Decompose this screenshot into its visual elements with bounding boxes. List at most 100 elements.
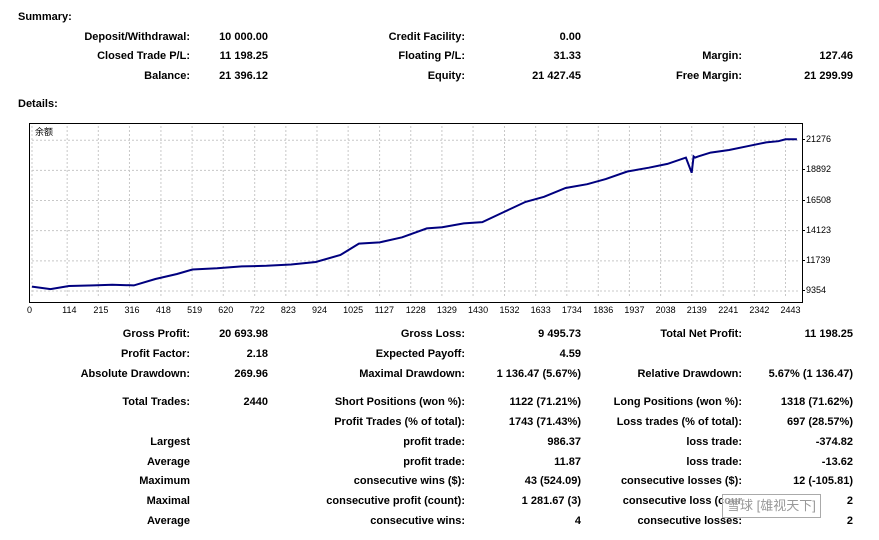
stat-value: 43 (524.09) [524, 475, 581, 487]
y-tick-mark [802, 259, 805, 261]
stat-label: Largest [150, 436, 190, 448]
x-tick-label: 1734 [561, 305, 582, 315]
summary-value: 127.46 [819, 50, 853, 62]
x-tick-label: 1025 [343, 305, 364, 315]
stat-value: 4.59 [559, 348, 581, 360]
watermark: 雪球 [雄视天下] [722, 494, 872, 518]
chart-title: 余额 [35, 126, 53, 137]
y-tick-label: 16508 [806, 194, 832, 205]
stat-value: 1743 (71.43%) [508, 416, 581, 428]
stat-label: Total Net Profit: [660, 328, 742, 340]
x-tick-label: 823 [280, 305, 296, 315]
balance-line [31, 138, 797, 291]
x-tick-label: 1937 [624, 305, 645, 315]
stat-label: Expected Payoff: [375, 348, 465, 360]
stat-label: consecutive wins ($): [353, 475, 465, 487]
summary-label: Closed Trade P/L: [97, 50, 190, 62]
stat-label: profit trade: [403, 456, 465, 468]
stat-label: consecutive profit (count): [326, 495, 465, 507]
x-tick-label: 2443 [780, 305, 801, 315]
stat-label: consecutive wins: [370, 515, 465, 527]
stat-value: 1 281.67 (3) [521, 495, 581, 507]
summary-value: 21 299.99 [804, 70, 853, 82]
stat-label: Profit Factor: [120, 348, 190, 360]
summary-value: 21 396.12 [219, 70, 268, 82]
x-tick-label: 0 [27, 305, 33, 315]
stat-label: Long Positions (won %): [613, 396, 742, 408]
x-tick-label: 215 [93, 305, 109, 315]
summary-value: 0.00 [559, 31, 581, 43]
stat-value: 9 495.73 [538, 328, 581, 340]
y-tick-mark [802, 229, 805, 231]
stat-value: 5.67% (1 136.47) [768, 368, 853, 380]
stat-label: Loss trades (% of total): [616, 416, 742, 428]
details-heading: Details: [18, 98, 58, 110]
summary-value: 21 427.45 [532, 70, 581, 82]
x-tick-label: 620 [218, 305, 234, 315]
y-tick-label: 11739 [806, 254, 831, 265]
balance-chart-svg: 余额 [31, 126, 800, 298]
x-tick-label: 316 [124, 305, 140, 315]
summary-label: Balance: [144, 70, 190, 82]
stat-value: 4 [574, 515, 581, 527]
summary-value: 31.33 [553, 50, 581, 62]
summary-heading: Summary: [18, 11, 72, 23]
y-tick-label: 9354 [806, 284, 827, 295]
summary-value: 10 000.00 [219, 31, 268, 43]
y-tick-mark [802, 139, 805, 141]
y-tick-mark [802, 289, 805, 291]
summary-label: Floating P/L: [398, 50, 465, 62]
stat-value: 11.87 [554, 456, 581, 468]
y-tick-label: 18892 [806, 164, 832, 175]
stat-value: 697 (28.57%) [786, 416, 853, 428]
x-tick-label: 722 [249, 305, 265, 315]
stat-value: 1122 (71.21%) [509, 396, 581, 408]
x-tick-label: 519 [187, 305, 203, 315]
stat-value: 2 [846, 515, 853, 527]
x-tick-label: 1836 [593, 305, 614, 315]
x-tick-label: 1127 [374, 305, 394, 315]
x-tick-label: 1329 [436, 305, 457, 315]
stat-value: 12 (-105.81) [793, 475, 853, 487]
x-tick-label: 2038 [655, 305, 676, 315]
stat-label: loss trade: [686, 436, 742, 448]
summary-label: Free Margin: [675, 70, 742, 82]
stat-label: Maximal Drawdown: [359, 368, 465, 380]
x-tick-label: 418 [155, 305, 171, 315]
stat-label: Gross Profit: [122, 328, 190, 340]
stat-label: Total Trades: [122, 396, 190, 408]
stat-label: Average [146, 456, 190, 468]
stat-label: Short Positions (won %): [334, 396, 465, 408]
y-tick-mark [802, 169, 805, 171]
x-tick-label: 1532 [499, 305, 520, 315]
x-tick-label: 924 [311, 305, 328, 315]
stat-value: -374.82 [815, 436, 853, 448]
stat-label: Average [146, 515, 190, 527]
stat-label: consecutive losses: [637, 515, 742, 527]
stat-label: consecutive losses ($): [620, 475, 742, 487]
y-tick-mark [802, 199, 805, 201]
summary-label: Equity: [427, 70, 465, 82]
stat-label: Gross Loss: [400, 328, 465, 340]
x-tick-label: 2139 [686, 305, 707, 315]
stat-label: Absolute Drawdown: [80, 368, 190, 380]
stat-label: profit trade: [403, 436, 465, 448]
stat-label: Profit Trades (% of total): [334, 416, 465, 428]
stat-label: consecutive loss (cour [622, 495, 742, 507]
stat-value: 11 198.25 [804, 328, 853, 340]
watermark-text: 雪球 [雄视天下] [722, 494, 821, 518]
x-tick-label: 1430 [468, 305, 489, 315]
x-tick-label: 2241 [718, 305, 739, 315]
stat-value: 1318 (71.62%) [780, 396, 853, 408]
x-tick-label: 114 [62, 305, 77, 315]
x-tick-label: 1228 [405, 305, 426, 315]
stat-label: Relative Drawdown: [637, 368, 742, 380]
stat-value: 20 693.98 [219, 328, 268, 340]
stat-value: 2.18 [246, 348, 268, 360]
summary-value: 11 198.25 [219, 50, 268, 62]
stat-value: -13.62 [821, 456, 853, 468]
stat-value: 2440 [243, 396, 268, 408]
balance-chart: 余额 [29, 123, 803, 303]
summary-label: Margin: [702, 50, 742, 62]
summary-label: Credit Facility: [388, 31, 465, 43]
